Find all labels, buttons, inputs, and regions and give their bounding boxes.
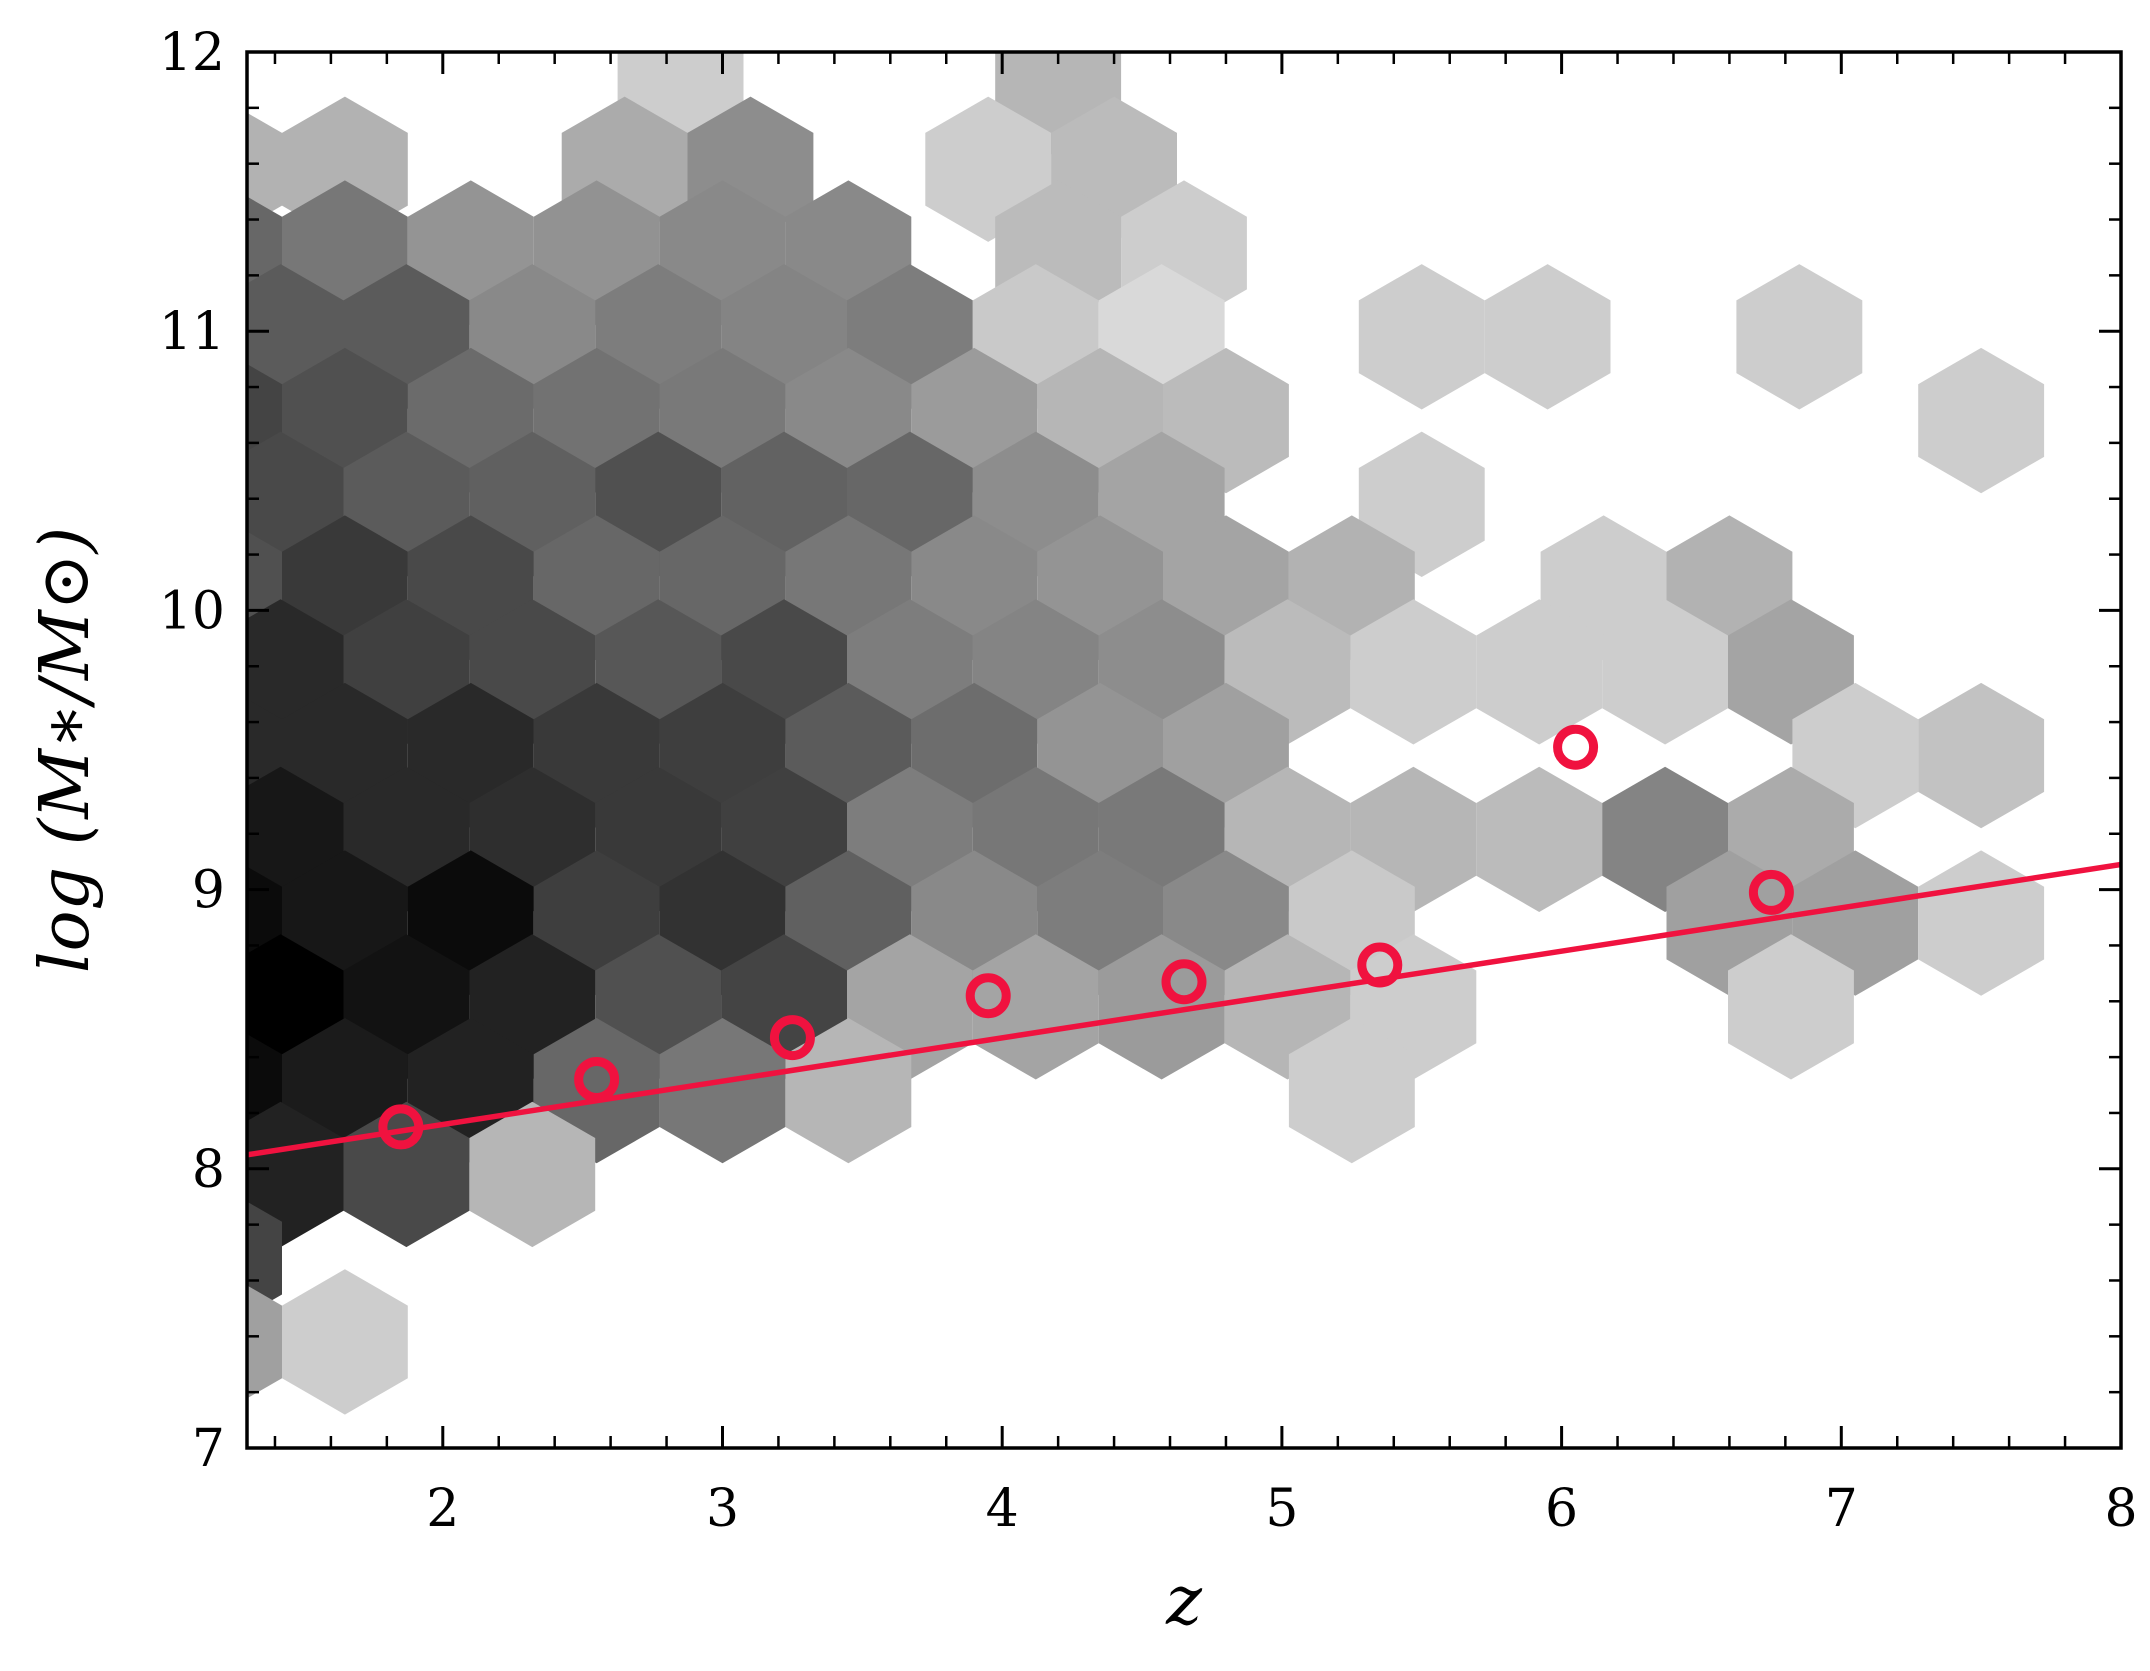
y-axis-title: log (M∗/M⊙) bbox=[26, 527, 105, 973]
hexbin-cell bbox=[1918, 682, 2045, 829]
x-tick-label: 6 bbox=[1545, 1479, 1578, 1539]
y-tick-label: 9 bbox=[192, 861, 225, 921]
data-point-marker bbox=[378, 1104, 424, 1150]
y-tick-label: 8 bbox=[192, 1140, 225, 1200]
y-tick-label: 12 bbox=[159, 23, 225, 83]
data-point-marker bbox=[1161, 959, 1207, 1005]
hexbin-cell bbox=[1476, 766, 1603, 912]
hexbin-cell bbox=[1358, 264, 1485, 410]
y-axis-ticks: 7 8 9 10 11 12 bbox=[159, 23, 2121, 1479]
hexbin-cell bbox=[1476, 599, 1603, 745]
x-tick-label: 4 bbox=[986, 1479, 1019, 1539]
marker-layer bbox=[378, 724, 1794, 1150]
x-axis-ticks: 2 3 4 5 6 7 8 bbox=[273, 52, 2138, 1539]
hexbin-cell bbox=[247, 1285, 282, 1399]
fit-line bbox=[247, 861, 2121, 1158]
hexbin-cell bbox=[1602, 599, 1728, 745]
hexbin-cell bbox=[247, 1101, 344, 1248]
y-tick-label: 10 bbox=[159, 581, 225, 641]
x-tick-label: 7 bbox=[1825, 1479, 1858, 1539]
hexbin-layer bbox=[247, 52, 2045, 1415]
data-point-marker bbox=[1748, 869, 1794, 915]
hexbin-cell bbox=[247, 112, 282, 226]
hexbin-cell bbox=[1288, 1018, 1415, 1164]
hexbin-cell bbox=[343, 1101, 470, 1248]
x-tick-label: 3 bbox=[706, 1479, 739, 1539]
x-tick-label: 5 bbox=[1265, 1479, 1298, 1539]
hexbin-cell bbox=[659, 1018, 786, 1164]
hexbin-cell bbox=[1918, 850, 2045, 996]
hexbin-cell bbox=[972, 934, 1099, 1080]
data-point-marker bbox=[1553, 724, 1599, 770]
fit-line-layer bbox=[247, 861, 2121, 1158]
hexbin-cell bbox=[1736, 264, 1863, 410]
y-tick-label: 7 bbox=[192, 1419, 225, 1479]
x-axis-title: z bbox=[1165, 1562, 1203, 1641]
hexbin-cell bbox=[1484, 264, 1611, 410]
x-tick-label: 2 bbox=[426, 1479, 459, 1539]
hexbin-cell bbox=[1918, 347, 2045, 494]
hexbin-cell bbox=[469, 1101, 596, 1248]
data-point-marker bbox=[769, 1015, 815, 1061]
data-point-marker bbox=[965, 973, 1011, 1019]
data-point-marker bbox=[574, 1056, 620, 1102]
plot-frame bbox=[245, 50, 2123, 1450]
hexbin-cell bbox=[1728, 934, 1854, 1080]
hexbin-cell bbox=[247, 1201, 282, 1315]
data-point-marker bbox=[1357, 942, 1403, 988]
x-tick-label: 8 bbox=[2104, 1479, 2137, 1539]
hexbin-cell bbox=[1350, 599, 1477, 745]
y-tick-label: 11 bbox=[159, 302, 225, 362]
hexbin-cell bbox=[282, 1269, 408, 1415]
